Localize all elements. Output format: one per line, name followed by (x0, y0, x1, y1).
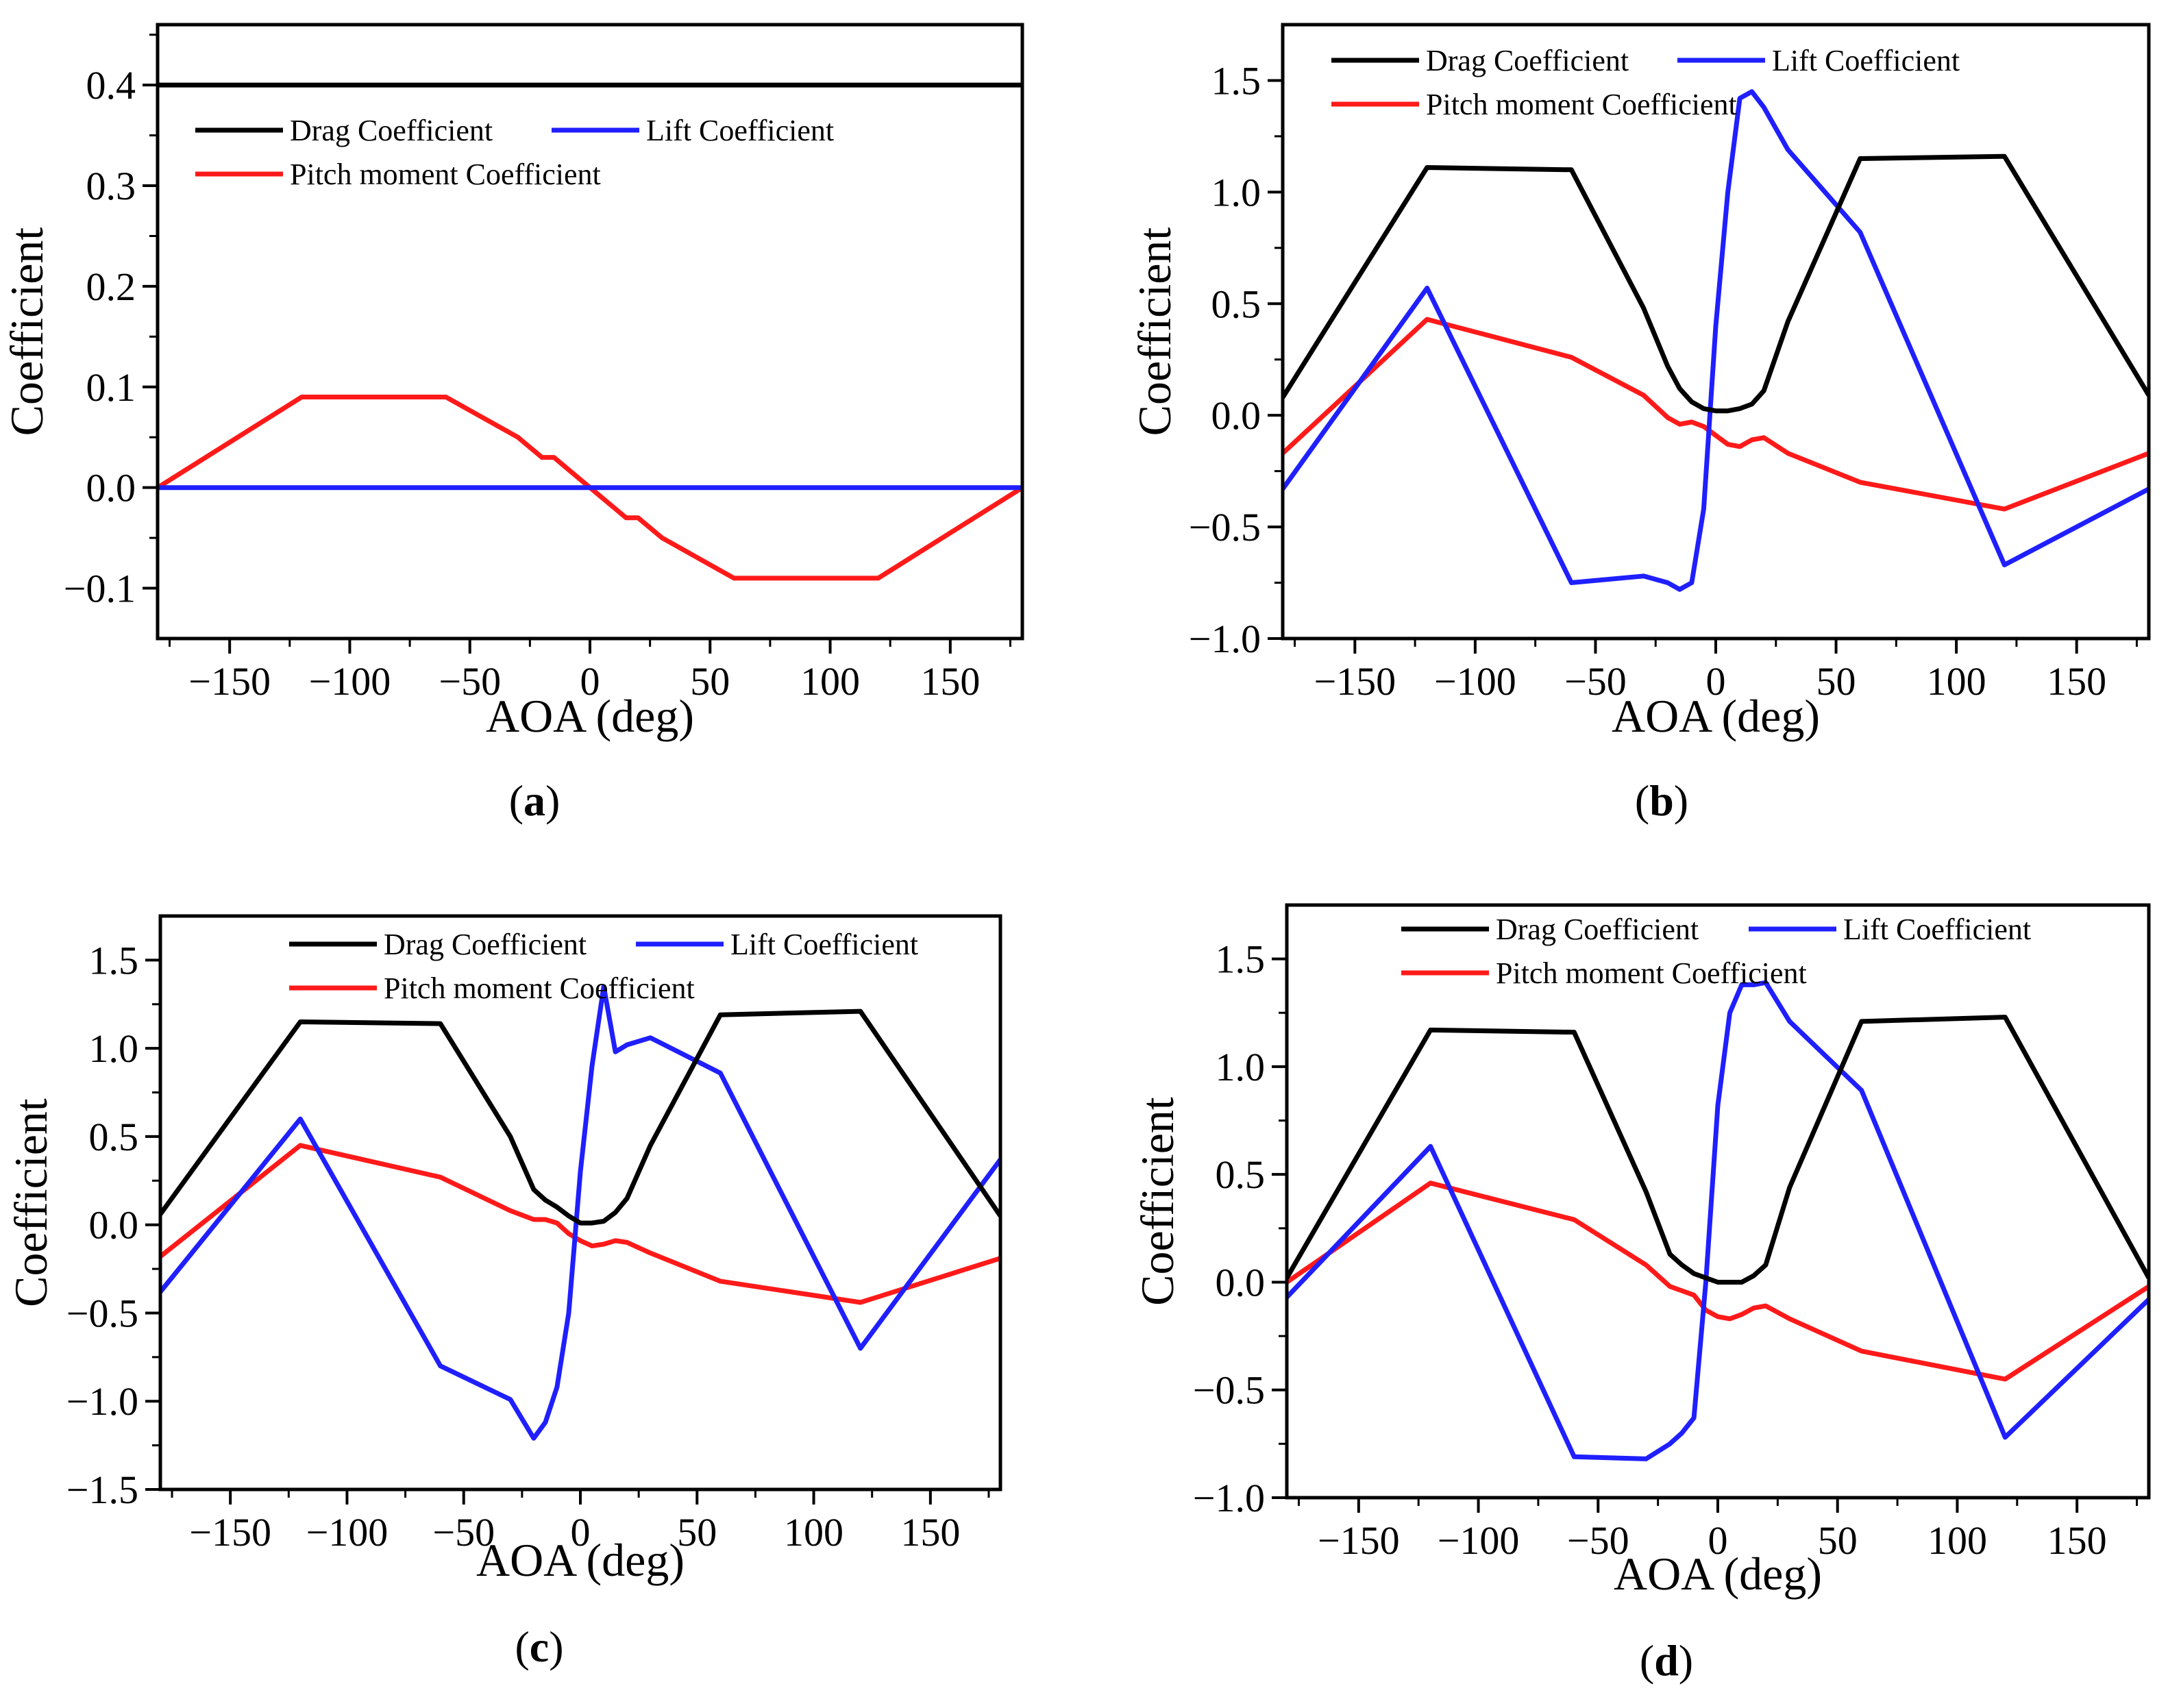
y-tick-label: −0.5 (1193, 1368, 1265, 1413)
x-tick-label: 150 (2047, 1518, 2107, 1563)
legend-label-lift: Lift Coefficient (646, 114, 834, 147)
y-tick-label: 0.0 (1216, 1260, 1266, 1304)
legend-label-pitch: Pitch moment Coefficient (1496, 956, 1807, 990)
x-tick-label: −50 (1564, 659, 1627, 704)
chart-panel-c: −150 −100 −50 0 50 100 150 −1.5 −1.0 −0.5 0.0 0.5 1.… (5, 914, 1002, 1586)
y-tick-label: 1.5 (89, 938, 139, 982)
legend-label-drag: Drag Coefficient (1496, 913, 1699, 946)
y-tick-label: 0.5 (1216, 1152, 1266, 1197)
x-tick-label: 0 (580, 659, 600, 704)
x-tick-label: 0 (1706, 659, 1726, 704)
panel-label-a: (a) (509, 776, 561, 825)
chart-panel-d: −150 −100 −50 0 50 100 150 −1.0 −0.5 0.0 0.5 1.0 1.5… (1131, 903, 2151, 1600)
y-tick-label: −0.1 (64, 567, 136, 611)
x-tick-label: −100 (1434, 659, 1516, 704)
x-tick-label: 150 (920, 659, 980, 704)
x-tick-label: −50 (432, 1510, 495, 1555)
series-line-drag (160, 1008, 1000, 1226)
y-tick-label: −1.5 (66, 1468, 138, 1512)
x-axis-title: AOA (deg) (1614, 1548, 1822, 1600)
x-tick-label: 100 (1927, 659, 1986, 704)
y-tick-label: 0.5 (89, 1115, 139, 1159)
x-tick-label: 50 (1818, 1518, 1858, 1563)
series-line-pitch (1287, 1180, 2149, 1382)
series-line-pitch (160, 1143, 1000, 1305)
legend: Drag Coefficient Lift Coefficient Pitch mo… (289, 928, 918, 1005)
plot-frame (156, 23, 1024, 641)
y-tick-label: 0.0 (1211, 393, 1261, 438)
x-tick-label: −100 (1438, 1518, 1520, 1563)
y-tick-label: −1.0 (66, 1379, 138, 1424)
series-line-lift (1287, 980, 2149, 1461)
y-tick-label: 1.5 (1216, 937, 1266, 982)
x-tick-label: 50 (690, 659, 730, 704)
y-tick-label: −1.0 (1193, 1476, 1265, 1520)
y-tick-label: 0.1 (86, 365, 136, 410)
series-line-lift (1283, 89, 2149, 592)
legend: Drag Coefficient Lift Coefficient Pitch mo… (195, 114, 834, 191)
panel-label-c: (c) (515, 1622, 563, 1671)
plot-frame (1285, 903, 2151, 1500)
legend: Drag Coefficient Lift Coefficient Pitch mo… (1331, 44, 1960, 121)
legend-label-drag: Drag Coefficient (384, 928, 587, 961)
y-tick-label: 1.5 (1211, 58, 1261, 103)
x-axis-title: AOA (deg) (486, 690, 694, 742)
y-axis-title: Coefficient (1129, 227, 1181, 436)
legend-label-drag: Drag Coefficient (1426, 44, 1629, 77)
legend-label-pitch: Pitch moment Coefficient (290, 158, 601, 191)
x-axis-title: AOA (deg) (476, 1534, 685, 1586)
chart-panel-a: −150 −100 −50 0 50 100 150 −0.1 0.0 0.1 0.2 0.3 0.4 A… (1, 23, 1024, 742)
y-tick-label: 1.0 (1211, 170, 1261, 214)
y-tick-label: 0.0 (89, 1203, 139, 1248)
x-tick-label: 100 (800, 659, 860, 704)
legend-label-lift: Lift Coefficient (1843, 913, 2031, 946)
x-tick-label: −50 (1567, 1518, 1629, 1563)
x-tick-label: 50 (1816, 659, 1856, 704)
x-tick-label: −150 (1318, 1518, 1400, 1563)
y-tick-label: 0.2 (86, 264, 136, 309)
y-tick-label: −1.0 (1189, 617, 1261, 661)
y-tick-label: 0.4 (86, 63, 136, 108)
legend-label-pitch: Pitch moment Coefficient (384, 971, 695, 1005)
y-axis-title: Coefficient (1, 227, 53, 436)
x-tick-label: 50 (677, 1510, 717, 1555)
x-tick-label: 100 (1927, 1518, 1987, 1563)
chart-panel-b: −150 −100 −50 0 50 100 150 −1.0 −0.5 0.0 0.5 1.0 1.5… (1129, 23, 2151, 742)
x-tick-label: −50 (439, 659, 501, 704)
y-tick-label: 0.5 (1211, 282, 1261, 326)
x-tick-label: 0 (1708, 1518, 1728, 1563)
y-axis-title: Coefficient (5, 1098, 57, 1307)
legend-label-pitch: Pitch moment Coefficient (1426, 88, 1737, 121)
x-tick-label: −150 (189, 1510, 271, 1555)
x-tick-label: 100 (784, 1510, 843, 1555)
y-axis-title: Coefficient (1131, 1097, 1183, 1306)
x-tick-label: 0 (571, 1510, 591, 1555)
legend-label-lift: Lift Coefficient (730, 928, 918, 961)
series-line-drag (1283, 153, 2149, 414)
legend-label-drag: Drag Coefficient (290, 114, 493, 147)
legend: Drag Coefficient Lift Coefficient Pitch mo… (1401, 913, 2031, 990)
y-tick-label: 0.0 (86, 466, 136, 510)
x-tick-label: 150 (2047, 659, 2106, 704)
x-axis-title: AOA (deg) (1612, 690, 1820, 742)
y-tick-label: 1.0 (89, 1026, 139, 1071)
legend-label-lift: Lift Coefficient (1772, 44, 1960, 77)
y-tick-label: −0.5 (66, 1291, 138, 1335)
series-line-lift (160, 984, 1000, 1441)
x-tick-label: −150 (1314, 659, 1396, 704)
x-tick-label: −150 (188, 659, 271, 704)
y-tick-label: 0.3 (86, 164, 136, 208)
panel-label-d: (d) (1640, 1636, 1693, 1685)
panel-label-b: (b) (1635, 776, 1688, 825)
x-tick-label: −100 (309, 659, 391, 704)
x-tick-label: 150 (900, 1510, 960, 1555)
series-line-drag (1287, 1015, 2149, 1285)
series-line-pitch (1283, 317, 2149, 512)
y-tick-label: 1.0 (1216, 1045, 1266, 1089)
y-tick-label: −0.5 (1189, 505, 1261, 549)
x-tick-label: −100 (306, 1510, 389, 1555)
